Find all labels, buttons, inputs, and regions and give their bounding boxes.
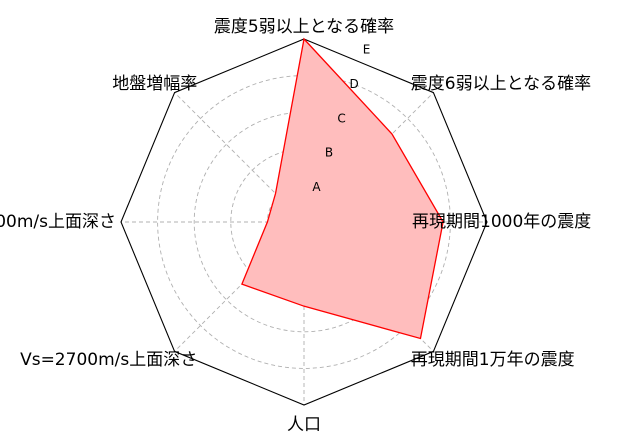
ring-label: D — [349, 77, 358, 91]
axis-label: 地盤増幅率 — [112, 74, 197, 94]
axis-label: Vs=2700m/s上面深さ — [20, 350, 197, 370]
ring-label: A — [312, 180, 321, 194]
ring-label: C — [337, 111, 345, 125]
ring-label: E — [363, 43, 371, 57]
radar-frame — [120, 38, 488, 406]
data-series-area — [241, 37, 444, 340]
axis-label: 再現期間1万年の震度 — [411, 350, 575, 370]
ring-label: B — [325, 146, 333, 160]
axis-label: 再現期間1000年の震度 — [412, 212, 591, 232]
axis-label: 人口 — [287, 415, 321, 435]
axis-label: 震度6弱以上となる確率 — [411, 74, 591, 94]
axis-label: Vs=1100m/s上面深さ — [0, 212, 116, 232]
axis-label: 震度5弱以上となる確率 — [214, 17, 394, 37]
